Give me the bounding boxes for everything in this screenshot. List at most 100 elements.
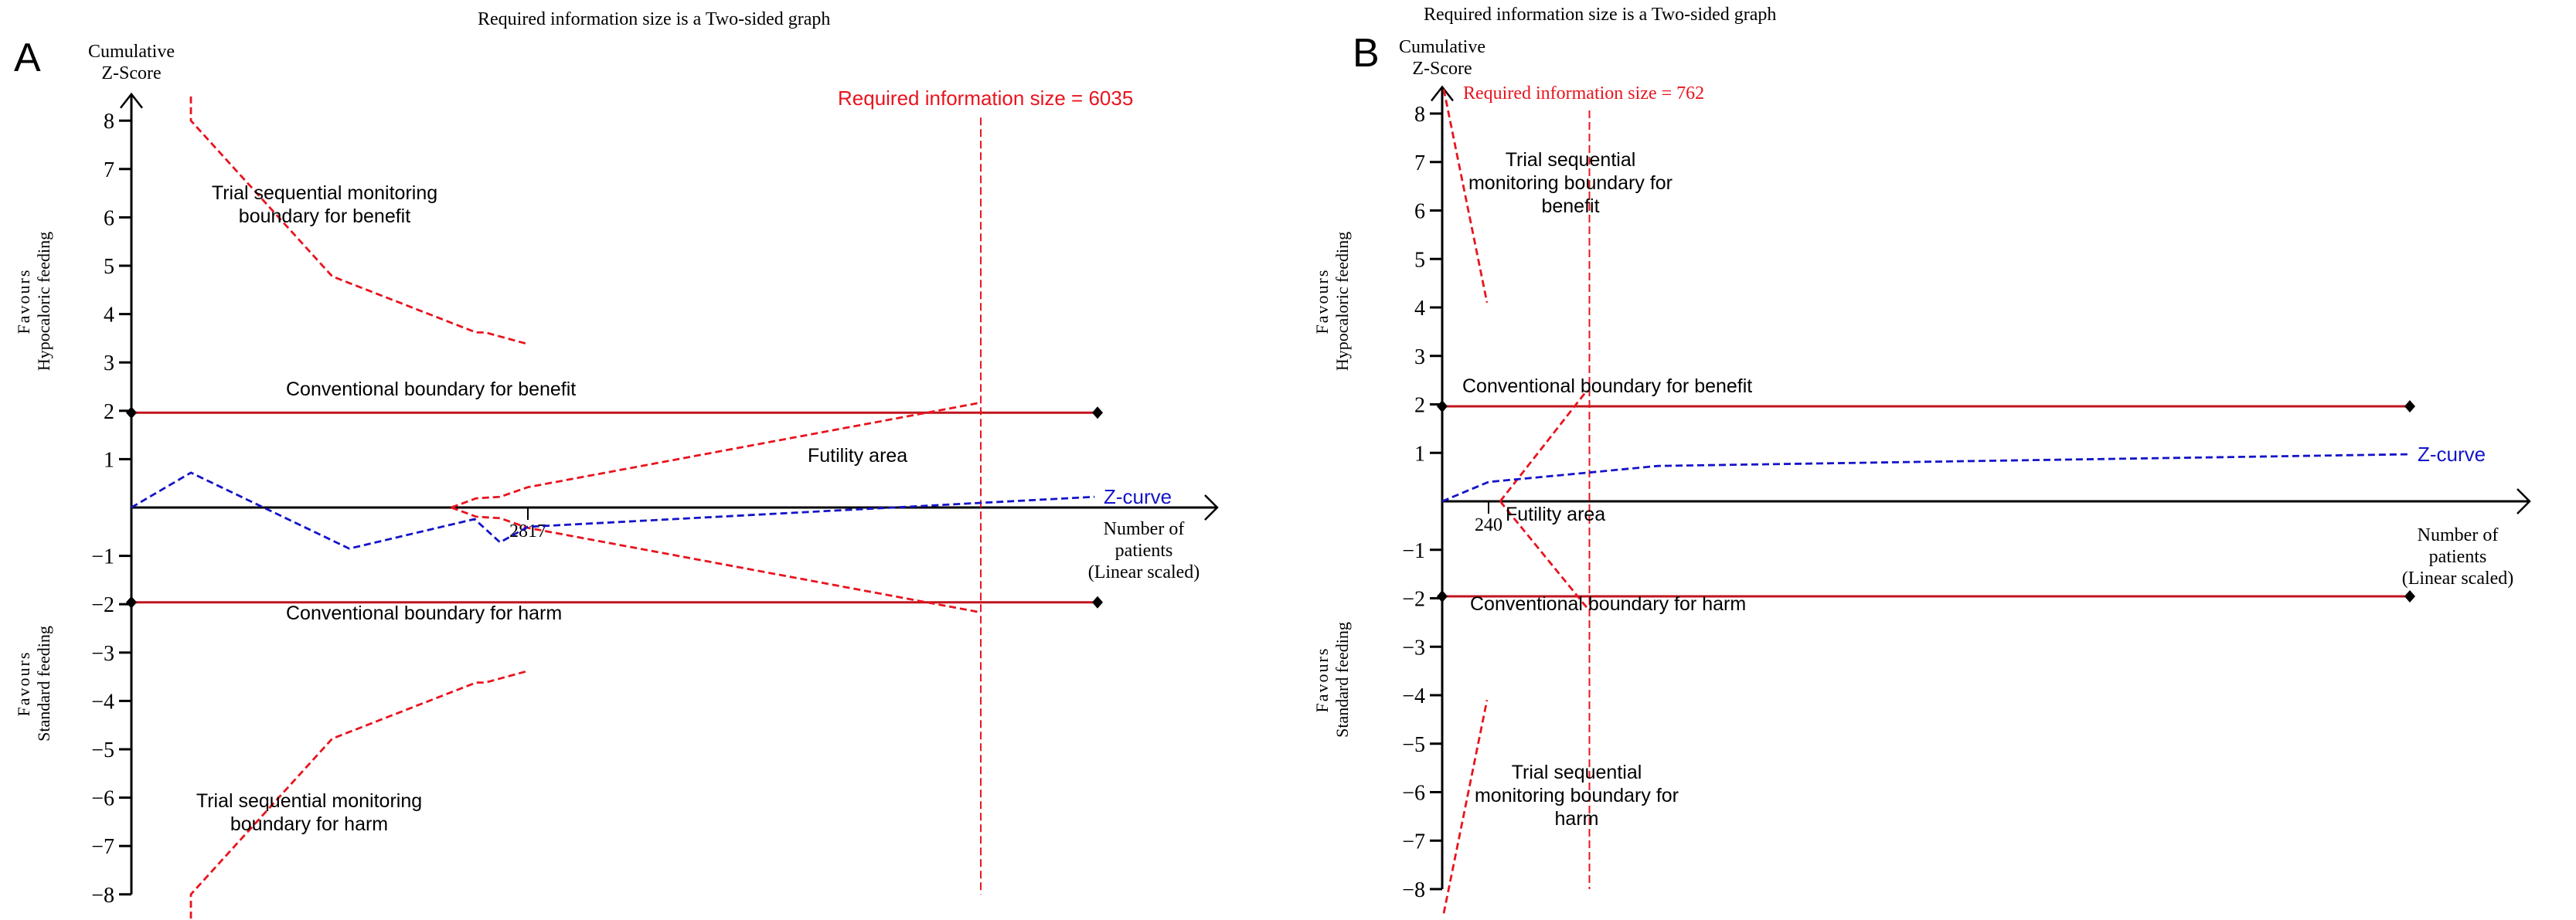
favours-standard-label: Favours Standard feeding [1312,622,1352,738]
benefit-boundary-label: Trial sequential monitoring [212,182,437,204]
y-tick-label: 5 [1414,248,1425,272]
x-axis-label: Number of [1104,519,1185,539]
harm-boundary-label: Trial sequential monitoring [196,790,422,812]
favours-label-line: Favours [1312,269,1332,334]
panel-b: B Required information size is a Two-side… [1312,5,2531,914]
conventional-benefit-label: Conventional boundary for benefit [286,379,576,400]
panel-label: B [1353,31,1380,76]
y-tick-label: 8 [104,110,114,134]
boundary-diamond-marker [1092,406,1104,419]
x-axis-label: patients [2429,547,2487,567]
y-tick-label: −8 [91,884,114,908]
y-tick-label: −4 [91,690,114,714]
series-trial-sequential-monitoring-boundary-for-benefit [1442,89,1489,303]
y-tick-label: −1 [91,545,114,569]
favours-label-line: Favours [14,269,33,334]
y-tick-label: 6 [104,206,114,230]
series-futility-boundary-lower [1499,501,1588,609]
y-tick-label: −8 [1402,878,1425,902]
x-tick-label: 2817 [509,521,546,541]
z-curve-label: Z-curve [2418,443,2486,466]
y-tick-label: −4 [1402,684,1425,708]
y-tick-label: 2 [1414,394,1425,418]
y-tick-label: 8 [1414,103,1425,127]
z-curve-label: Z-curve [1104,485,1172,508]
x-tick-label: 240 [1475,515,1502,535]
futility-area-label: Futility area [808,445,907,467]
x-axis-arrow-icon [2516,488,2531,514]
harm-boundary-label: Trial sequential [1512,762,1642,783]
futility-area-label: Futility area [1506,504,1605,525]
favours-label-line: Hypocaloric feeding [34,232,53,371]
conventional-harm-label: Conventional boundary for harm [1470,593,1746,615]
boundary-diamond-marker [1437,589,1448,603]
boundary-diamond-marker [2404,400,2415,413]
ris-label: Required information size = 6035 [838,87,1133,110]
harm-boundary-label: boundary for harm [230,813,388,835]
favours-label-line: Standard feeding [34,626,53,742]
favours-standard-label: Favours Standard feeding [14,626,53,742]
x-axis-label: patients [1115,541,1173,561]
series-z-curve [1441,453,2408,503]
y-axis-label: Cumulative [1399,37,1485,57]
y-tick-label: 7 [1414,151,1425,175]
favours-label-line: Hypocaloric feeding [1332,232,1352,371]
boundary-diamond-marker [126,406,137,419]
panel-label: A [14,36,41,80]
harm-boundary-label: harm [1555,808,1599,830]
favours-label-line: Standard feeding [1332,622,1352,738]
series-futility-boundary-lower [451,506,982,614]
chart-title: Required information size is a Two-sided… [1424,5,1776,25]
ris-label: Required information size = 762 [1463,83,1704,104]
y-tick-label: 3 [1414,345,1425,369]
y-tick-label: −2 [91,593,114,617]
y-tick-label: −5 [1402,733,1425,757]
boundary-diamond-marker [2404,589,2415,603]
boundary-diamond-marker [126,596,137,609]
x-axis-label: (Linear scaled) [2402,569,2514,589]
favours-hypocaloric-label: Favours Hypocaloric feeding [14,232,53,371]
benefit-boundary-label: boundary for benefit [239,205,410,227]
favours-hypocaloric-label: Favours Hypocaloric feeding [1312,232,1352,371]
y-tick-label: 5 [104,255,114,279]
y-tick-label: 4 [1414,297,1425,321]
y-tick-label: 6 [1414,200,1425,224]
y-axis-label: Z-Score [101,63,161,83]
y-tick-label: −7 [91,835,114,859]
favours-label-line: Favours [14,651,33,717]
y-tick-label: −3 [1402,636,1425,660]
benefit-boundary-label: Trial sequential [1506,149,1636,171]
series-futility-boundary-upper [1499,389,1588,502]
benefit-boundary-label: monitoring boundary for [1468,172,1673,194]
y-tick-label: −7 [1402,830,1425,854]
panel-a: A Required information size is a Two-side… [14,9,1219,919]
boundary-diamond-marker [1437,400,1448,413]
y-tick-label: 3 [104,351,114,375]
y-tick-label: −2 [1402,588,1425,612]
y-tick-label: −6 [1402,782,1425,806]
x-axis-label: Number of [2418,525,2499,545]
x-axis-arrow-icon [1204,494,1219,521]
series-futility-boundary-upper [451,401,982,509]
chart-title: Required information size is a Two-sided… [478,9,830,29]
y-axis-label: Z-Score [1412,59,1472,79]
boundary-diamond-marker [1092,596,1104,609]
benefit-boundary-label: benefit [1541,195,1599,217]
y-tick-label: 4 [104,304,114,328]
y-tick-label: −3 [91,642,114,666]
series-trial-sequential-monitoring-boundary-for-harm [1442,700,1489,914]
y-axis-label: Cumulative [88,42,175,62]
harm-boundary-label: monitoring boundary for [1475,785,1679,806]
y-tick-label: 7 [104,158,114,182]
conventional-harm-label: Conventional boundary for harm [286,603,562,624]
y-axis-arrow-icon [1431,85,1454,102]
y-tick-label: −6 [91,787,114,811]
x-axis-label: (Linear scaled) [1088,562,1200,582]
conventional-benefit-label: Conventional boundary for benefit [1462,375,1752,397]
y-axis-arrow-icon [120,92,143,109]
y-tick-label: 2 [104,400,114,424]
series-trial-sequential-monitoring-boundary-for-harm [189,670,529,919]
series-trial-sequential-monitoring-boundary-for-benefit [189,96,529,345]
y-tick-label: −5 [91,738,114,762]
